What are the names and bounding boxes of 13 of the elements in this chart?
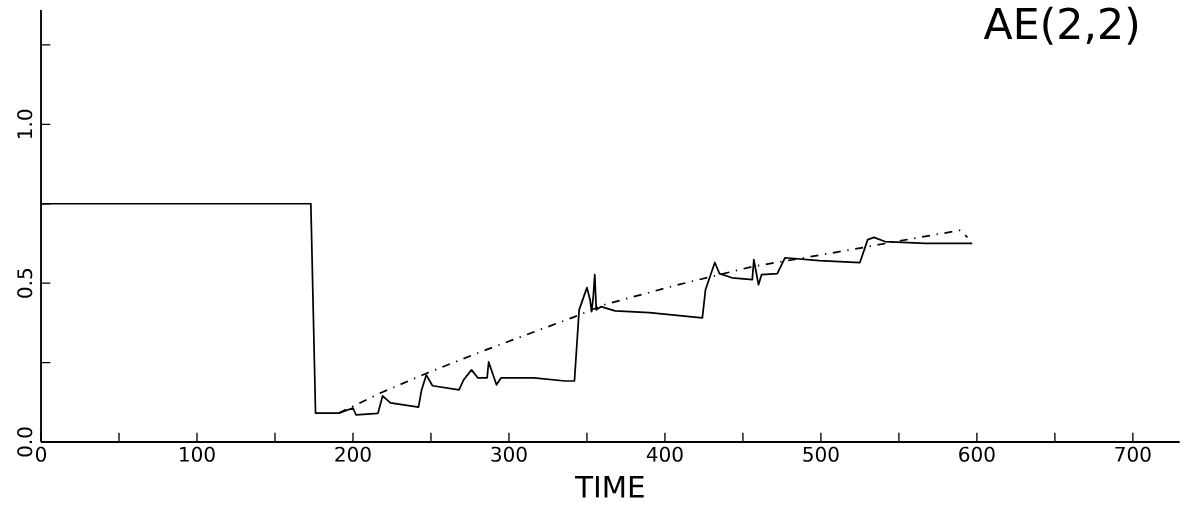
- x-axis-title: TIME: [575, 476, 644, 498]
- x-tick-label: 200: [335, 446, 371, 462]
- y-tick-label: 1.0: [17, 109, 33, 139]
- x-tick-label: 300: [491, 446, 527, 462]
- x-tick-label: 0: [35, 446, 47, 462]
- y-tick-label: 0.0: [17, 427, 33, 457]
- chart-title: AE(2,2): [983, 6, 1138, 45]
- x-tick-label: 500: [803, 446, 839, 462]
- x-tick-label: 100: [180, 446, 215, 462]
- x-tick-label: 600: [959, 446, 995, 462]
- y-tick-label: 0.5: [17, 269, 33, 298]
- x-tick-label: 400: [646, 446, 683, 462]
- x-tick-label: 700: [1115, 446, 1151, 462]
